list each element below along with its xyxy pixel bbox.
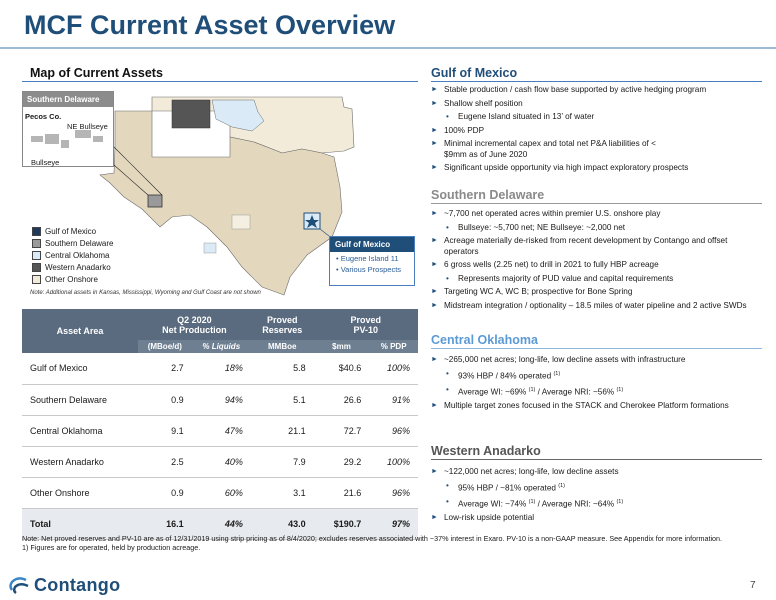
footnote-1: 1) Figures are for operated, held by pro… <box>22 543 201 552</box>
legend-swatch <box>32 226 41 236</box>
legend-swatch <box>32 250 41 260</box>
bullet: ~122,000 net acres; long-life, low decli… <box>431 467 761 478</box>
central-oklahoma-area <box>211 99 265 132</box>
net-production-header: Q2 2020 Net Production <box>138 309 251 340</box>
sd-bullets: ~7,700 net operated acres within premier… <box>431 209 761 314</box>
asset-table: Asset Area Q2 2020 Net Production Proved… <box>22 309 418 540</box>
inset-item: • Eugene Island 11 <box>336 254 399 263</box>
sub-bullet: 93% HBP / 84% operated (1) <box>431 369 761 382</box>
contango-logo-icon <box>9 576 29 594</box>
proved-pv10-header: Proved PV-10 <box>313 309 418 340</box>
western-anadarko-area <box>171 99 211 129</box>
co-bullets: ~265,000 net acres; long-life, low decli… <box>431 355 761 414</box>
bullet: Midstream integration / optionality – 18… <box>431 301 761 312</box>
acreage-blocks <box>31 130 103 148</box>
bullet: ~7,700 net operated acres within premier… <box>431 209 761 220</box>
pecos-label: Pecos Co. <box>25 112 62 121</box>
legend-item: Gulf of Mexico <box>32 226 113 236</box>
proved-reserves-header: Proved Reserves <box>250 309 314 340</box>
bullet: Acreage materially de-risked from recent… <box>431 236 761 257</box>
legend-swatch <box>32 238 41 248</box>
legend-item: Western Anadarko <box>32 262 113 272</box>
sub-bullet: Eugene Island situated in 13’ of water <box>431 112 761 123</box>
map-heading-rule <box>22 81 418 82</box>
sub-bullet: Bullseye: ~5,700 net; NE Bullseye: ~2,00… <box>431 223 761 234</box>
sub-bullet: Average WI: ~69% (1) / Average NRI: ~56%… <box>431 385 761 398</box>
sub-bullet: Represents majority of PUD value and cap… <box>431 274 761 285</box>
bullet: 6 gross wells (2.25 net) to drill in 202… <box>431 260 761 271</box>
legend-item: Southern Delaware <box>32 238 113 248</box>
gom-bullets: Stable production / cash flow base suppo… <box>431 85 761 177</box>
star-icon <box>305 215 319 228</box>
southern-delaware-inset: Southern Delaware Pecos Co. NE Bullseye … <box>22 91 114 167</box>
table-row: Central Oklahoma 9.1 47% 21.1 72.7 96% <box>22 415 418 447</box>
wa-bullets: ~122,000 net acres; long-life, low decli… <box>431 467 761 526</box>
sd-heading: Southern Delaware <box>431 188 545 202</box>
bullet: Minimal incremental capex and total net … <box>431 139 671 160</box>
asset-area-header: Asset Area <box>22 309 138 353</box>
wa-heading-rule <box>431 459 762 460</box>
sub-header: MMBoe <box>250 340 314 353</box>
co-heading: Central Oklahoma <box>431 333 538 347</box>
texas-shape <box>99 110 343 296</box>
southern-delaware-area <box>147 194 163 208</box>
legend-swatch <box>32 274 41 284</box>
inset-item: • Various Prospects <box>336 265 402 274</box>
other-onshore-patch <box>231 214 251 230</box>
company-logo: Contango <box>8 575 120 596</box>
bullet: Multiple target zones focused in the STA… <box>431 401 761 412</box>
inset-title: Gulf of Mexico <box>330 237 414 252</box>
legend-swatch <box>32 262 41 272</box>
inset-title: Southern Delaware <box>23 92 113 107</box>
title-divider <box>0 47 776 49</box>
bullet: ~265,000 net acres; long-life, low decli… <box>431 355 761 366</box>
sd-heading-rule <box>431 203 762 204</box>
sub-bullet: Average WI: ~74% (1) / Average NRI: ~64%… <box>431 497 761 510</box>
gom-heading: Gulf of Mexico <box>431 66 518 80</box>
other-onshore-patch <box>203 242 217 254</box>
map-heading: Map of Current Assets <box>30 66 163 80</box>
legend-item: Central Oklahoma <box>32 250 113 260</box>
footnotes: Note: Net proved reserves and PV-10 are … <box>22 534 762 552</box>
wa-heading: Western Anadarko <box>431 444 541 458</box>
sub-header: % Liquids <box>191 340 251 353</box>
table-row: Other Onshore 0.9 60% 3.1 21.6 96% <box>22 477 418 509</box>
footnote-main: Note: Net proved reserves and PV-10 are … <box>22 534 723 543</box>
co-heading-rule <box>431 348 762 349</box>
logo-text: Contango <box>34 575 121 595</box>
table-row: Western Anadarko 2.5 40% 7.9 29.2 100% <box>22 446 418 478</box>
page-title: MCF Current Asset Overview <box>24 10 396 40</box>
bullet: Shallow shelf position <box>431 99 761 110</box>
gulf-of-mexico-inset: Gulf of Mexico • Eugene Island 11 • Vari… <box>329 236 415 286</box>
bullet: Targeting WC A, WC B; prospective for Bo… <box>431 287 761 298</box>
table-row: Southern Delaware 0.9 94% 5.1 26.6 91% <box>22 384 418 416</box>
ne-bullseye-label: NE Bullseye <box>67 122 108 131</box>
sub-header: (MBoe/d) <box>138 340 192 353</box>
bullet: Significant upside opportunity via high … <box>431 163 761 174</box>
table-row: Gulf of Mexico 2.7 18% 5.8 $40.6 100% <box>22 353 418 385</box>
bullet: 100% PDP <box>431 126 761 137</box>
texas-oklahoma-map <box>99 96 355 296</box>
bullseye-label: Bullseye <box>31 158 60 167</box>
table-total-row: Total 16.1 44% 43.0 $190.7 97% <box>22 507 418 540</box>
sub-header: % PDP <box>369 340 418 353</box>
sub-bullet: 95% HBP / ~81% operated (1) <box>431 481 761 494</box>
bullet: Stable production / cash flow base suppo… <box>431 85 761 96</box>
legend-item: Other Onshore <box>32 274 113 284</box>
gom-heading-rule <box>431 81 762 82</box>
page-number: 7 <box>750 580 756 591</box>
bullet: Low-risk upside potential <box>431 513 761 524</box>
map-legend: Gulf of Mexico Southern Delaware Central… <box>32 226 113 286</box>
map-note: Note: Additional assets in Kansas, Missi… <box>30 290 261 296</box>
sub-header: $mm <box>313 340 370 353</box>
